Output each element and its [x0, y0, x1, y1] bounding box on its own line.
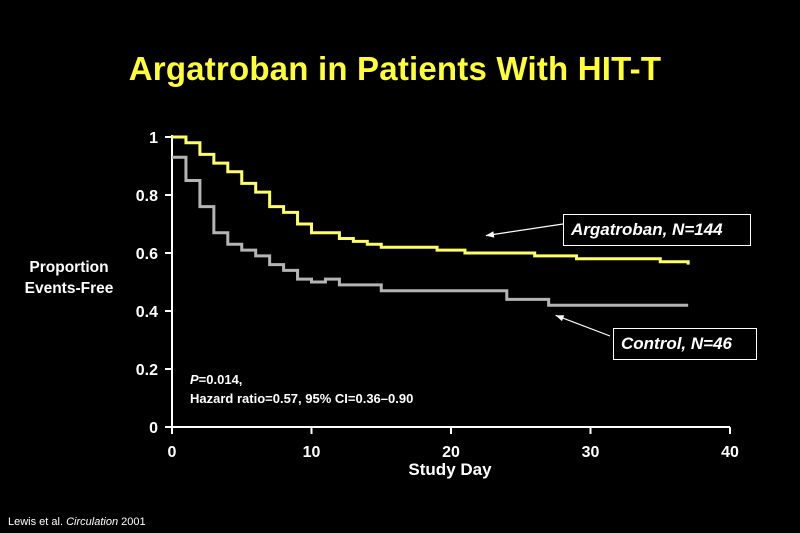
series-line-control	[172, 155, 689, 307]
legend-argatroban: Argatroban, N=144	[563, 214, 751, 246]
p-symbol: P	[190, 372, 199, 387]
annotation-arrow-line	[555, 314, 611, 337]
x-axis-label: Study Day	[408, 460, 492, 479]
y-tick-label: 0.6	[136, 246, 158, 263]
hazard-ratio: Hazard ratio=0.57, 95% CI=0.36–0.90	[190, 391, 414, 406]
annotation-arrowhead	[485, 231, 495, 238]
y-tick-label: 0.8	[136, 188, 158, 205]
chart-axes: 00.20.40.60.810 10 20 30 40	[136, 130, 739, 461]
p-value: =0.014,	[198, 372, 243, 387]
y-tick-label: 0.2	[136, 362, 158, 379]
citation-year: 2001	[121, 516, 146, 528]
x-tick-label: 40	[721, 444, 739, 461]
y-tick-label: 0.4	[136, 304, 158, 321]
chart-annotation-arrows	[485, 223, 611, 337]
y-axis-label-line1: Proportion	[29, 259, 109, 276]
series-line-argatroban	[172, 135, 690, 265]
citation: Lewis et al. Circulation 2001	[8, 516, 146, 528]
x-tick-label: 10	[303, 444, 321, 461]
y-axis-label: Proportion Events-Free	[14, 257, 124, 299]
legend-control: Control, N=46	[613, 328, 757, 360]
citation-journal: Circulation	[66, 516, 119, 528]
y-axis-label-line2: Events-Free	[24, 280, 114, 297]
stats-annotation: P=0.014, Hazard ratio=0.57, 95% CI=0.36–…	[190, 370, 413, 408]
x-tick-label: 0	[168, 444, 177, 461]
annotation-arrow-line	[485, 223, 564, 237]
x-tick-label: 20	[442, 444, 460, 461]
annotation-arrowhead	[555, 315, 565, 322]
y-tick-label: 1	[149, 130, 158, 147]
y-tick-label: 0	[149, 420, 158, 437]
x-tick-label: 30	[582, 444, 600, 461]
citation-authors: Lewis et al.	[8, 516, 64, 528]
chart-title: Argatroban in Patients With HIT-T	[128, 50, 662, 87]
chart-series	[172, 135, 690, 307]
p-value-line: P=0.014,	[190, 370, 413, 389]
